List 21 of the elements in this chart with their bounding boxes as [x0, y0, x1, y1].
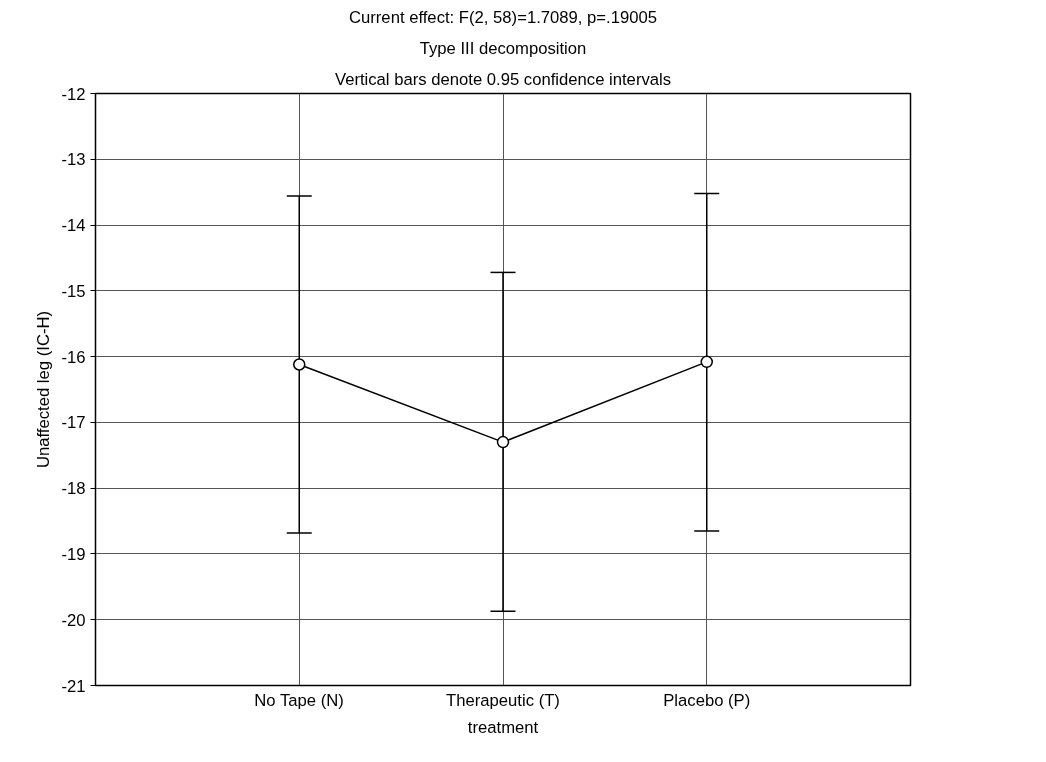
- y-tick-label: -18: [61, 479, 86, 499]
- y-tick-label: -21: [61, 676, 86, 696]
- x-tick-label: Therapeutic (T): [446, 690, 560, 710]
- x-axis-title: treatment: [467, 717, 539, 737]
- point: [496, 435, 510, 449]
- point: [293, 358, 306, 371]
- y-axis-title: Unaffected leg (IC-H): [34, 310, 54, 469]
- y-tick-label: -17: [61, 413, 86, 433]
- y-tick-label: -19: [61, 544, 86, 564]
- chart-subtitle: Type III decomposition: [419, 38, 587, 58]
- y-tick-label: -12: [61, 84, 86, 104]
- y-tick-label: -14: [61, 216, 86, 236]
- text: Vertical bars denote 0.95 confidence intervals: [334, 69, 672, 89]
- x-tick-label: Placebo (P): [663, 690, 751, 710]
- y-tick-label: -13: [61, 150, 86, 170]
- point: [700, 355, 713, 369]
- x-tick-label: No Tape (N): [254, 690, 344, 710]
- chart-title: Current effect: F(2, 58)=1.7089, p=.19005: [348, 7, 658, 27]
- y-tick-label: -15: [61, 281, 86, 301]
- y-tick-label: -20: [61, 610, 86, 630]
- y-tick-label: -16: [61, 347, 86, 367]
